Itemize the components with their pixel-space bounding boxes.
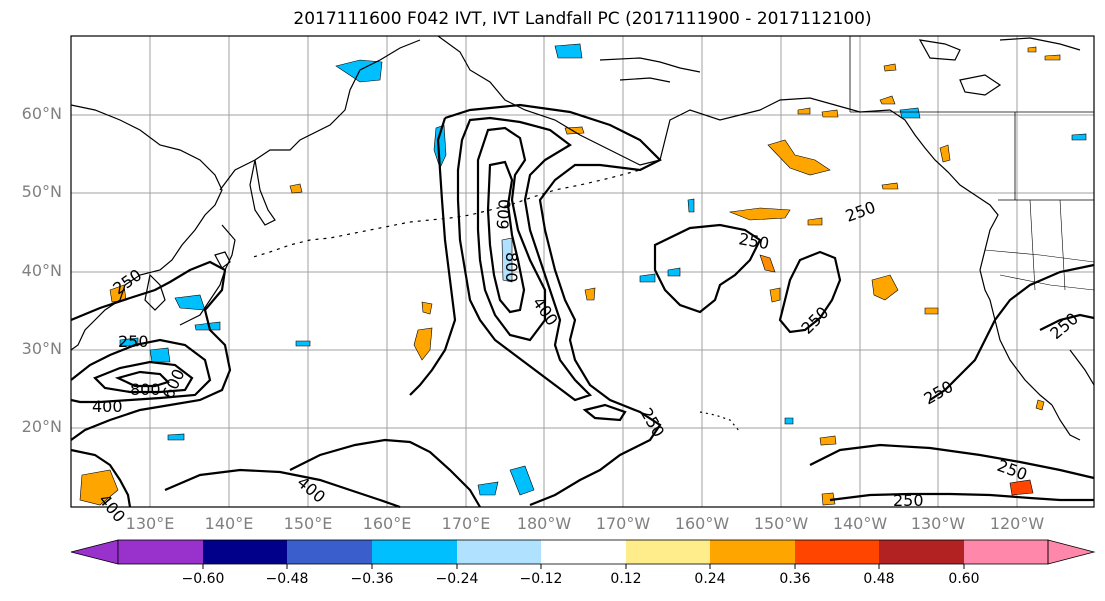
lon-label-140w: 140°W (832, 514, 888, 533)
contour-label-800-west: 800 (130, 380, 161, 399)
contour-label-400-west: 400 (92, 397, 123, 416)
colorbar-tick-label: −0.60 (181, 571, 225, 587)
colorbar-bin-10 (879, 540, 964, 564)
lon-label-160e: 160°E (362, 514, 412, 533)
colorbar-extend-low (70, 539, 119, 565)
negative-anomaly-patches (119, 43, 1087, 496)
lon-label-160w: 160°W (674, 514, 730, 533)
colorbar-tick-label: 0.48 (863, 571, 895, 587)
colorbar-tick-label: −0.36 (350, 571, 394, 587)
colorbar-extend-high (1047, 539, 1096, 565)
colorbar-bin-1 (118, 540, 203, 564)
colorbar-bin-11 (964, 540, 1048, 564)
lat-label-40n: 40°N (21, 261, 62, 280)
map-title: 2017111600 F042 IVT, IVT Landfall PC (20… (293, 9, 872, 29)
colorbar-tick-label: −0.24 (435, 571, 479, 587)
lat-label-30n: 30°N (21, 339, 62, 358)
lon-label-130w: 130°W (910, 514, 966, 533)
lon-label-170w: 170°W (595, 514, 651, 533)
lat-label-60n: 60°N (21, 104, 62, 123)
colorbar-tick-label: −0.48 (265, 571, 309, 587)
colorbar-tick-label: 0.24 (694, 571, 726, 587)
lon-label-180w: 180°W (516, 514, 572, 533)
lat-label-50n: 50°N (21, 182, 62, 201)
colorbar-bin-8 (710, 540, 795, 564)
contour-label-600-central: 600 (493, 198, 515, 230)
colorbar-bin-3 (287, 540, 372, 564)
colorbar (70, 539, 1096, 569)
colorbar-outline (117, 539, 1049, 565)
colorbar-bin-7 (626, 540, 710, 564)
contour-label-800-central: 800 (502, 252, 521, 283)
contour-label-250-sw: 250 (118, 332, 149, 351)
colorbar-bin-6 (541, 540, 626, 564)
colorbar-tick-label: 0.36 (779, 571, 811, 587)
ivt-contours (70, 103, 1095, 509)
lon-label-120w: 120°W (989, 514, 1045, 533)
lon-label-150w: 150°W (753, 514, 809, 533)
lon-label-150e: 150°E (283, 514, 333, 533)
lon-label-140e: 140°E (204, 514, 254, 533)
colorbar-bin-4 (372, 540, 457, 564)
colorbar-bin-2 (203, 540, 287, 564)
positive-anomaly-patches (79, 46, 1061, 506)
colorbar-tick-label: 0.60 (948, 571, 980, 587)
colorbar-bin-5 (457, 540, 541, 564)
map-frame (70, 35, 1095, 508)
colorbar-tick-label: 0.12 (610, 571, 642, 587)
lat-label-20n: 20°N (21, 417, 62, 436)
contour-label-250-bottom: 250 (893, 491, 924, 510)
lon-label-170e: 170°E (441, 514, 491, 533)
lon-label-130e: 130°E (125, 514, 175, 533)
colorbar-tick-label: −0.12 (519, 571, 563, 587)
colorbar-bin-9 (795, 540, 879, 564)
